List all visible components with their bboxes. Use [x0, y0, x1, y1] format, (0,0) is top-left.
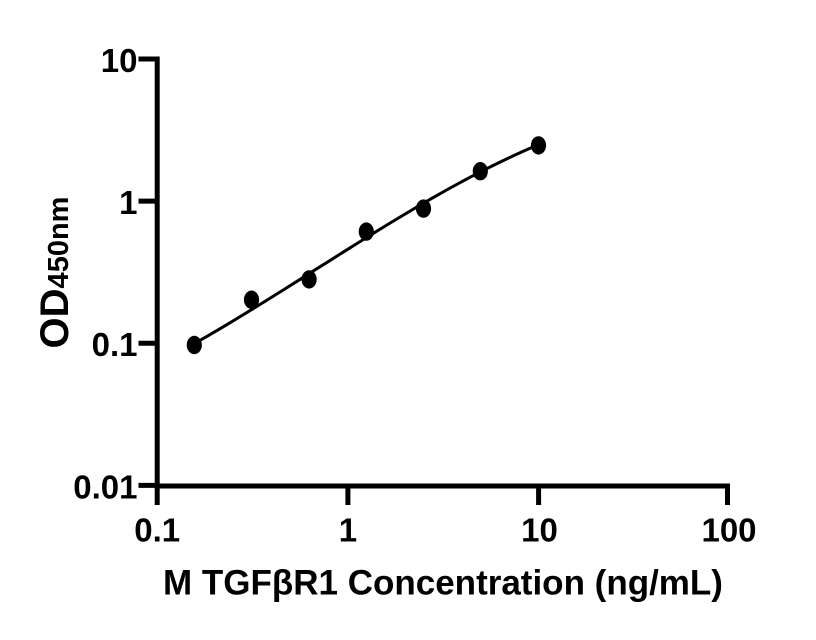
svg-text:1: 1 — [339, 511, 357, 548]
svg-text:10: 10 — [521, 511, 558, 548]
svg-text:0.1: 0.1 — [134, 511, 180, 548]
svg-text:1: 1 — [119, 184, 137, 221]
svg-text:10: 10 — [101, 42, 138, 79]
svg-text:M TGFβR1 Concentration (ng/mL): M TGFβR1 Concentration (ng/mL) — [163, 563, 723, 602]
svg-text:0.01: 0.01 — [73, 468, 137, 505]
svg-text:0.1: 0.1 — [92, 326, 138, 363]
svg-text:OD450nm: OD450nm — [33, 197, 77, 349]
svg-text:100: 100 — [701, 511, 756, 548]
